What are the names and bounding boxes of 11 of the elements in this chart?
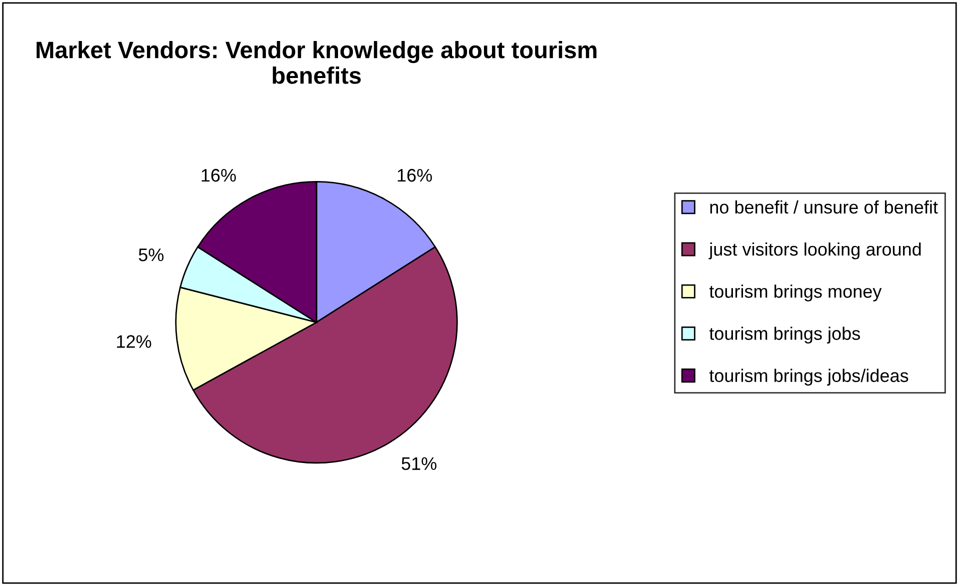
legend-label: tourism brings money [709,284,882,302]
data-label: 51% [402,457,436,470]
data-label: 16% [398,168,432,182]
chart-title: Market Vendors: Vendor knowledge about tourism benefits [36,41,596,84]
data-label: 5% [138,248,164,262]
legend-label: tourism brings jobs/ideas [709,368,908,386]
legend-label: tourism brings jobs [709,326,860,344]
legend-label: just visitors looking around [708,242,921,260]
data-label: 16% [202,168,236,182]
legend-label: no benefit / unsure of benefit [710,200,938,214]
data-label: 12% [117,335,152,348]
